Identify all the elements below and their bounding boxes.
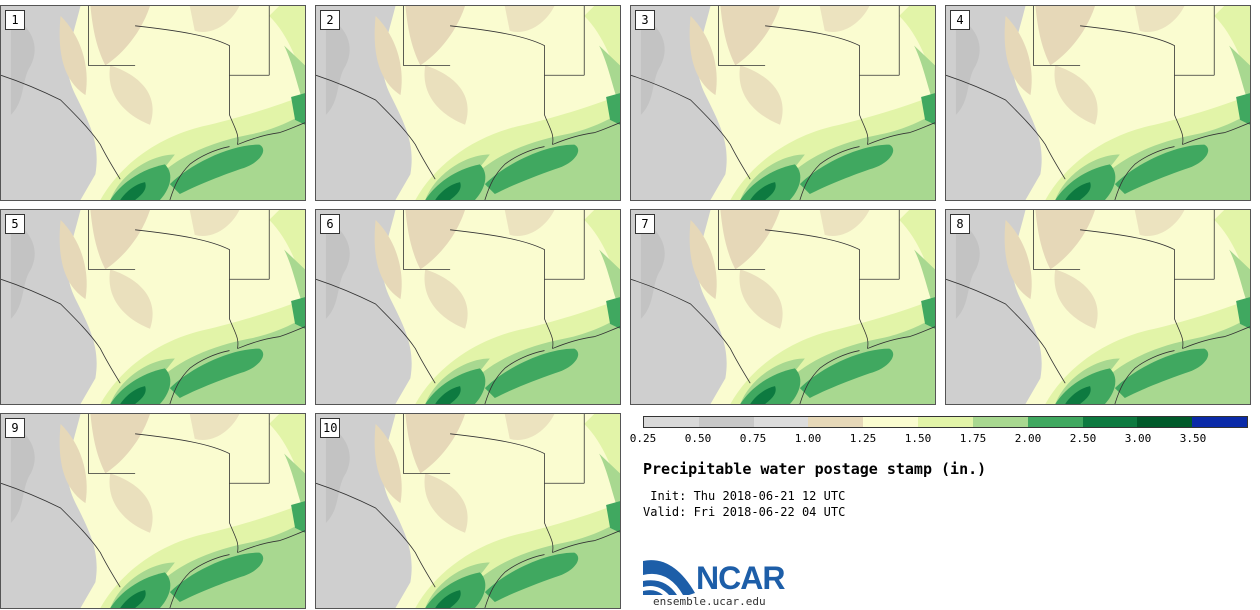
colorbar-tick-label: 2.50 [1069,432,1097,445]
colorbar-tick-label: 1.75 [959,432,987,445]
precip-map [946,6,1250,200]
logo-text: NCAR [696,560,785,596]
stamp-7: 7 [630,209,936,405]
colorbar-segment [1192,417,1247,427]
colorbar-segment [753,417,809,427]
stamp-number-label: 1 [5,10,25,30]
stamp-10: 10 [315,413,621,609]
stamp-number-label: 4 [950,10,970,30]
precip-map [946,210,1250,404]
colorbar-tick-label: 3.00 [1124,432,1152,445]
precip-map [1,414,305,608]
colorbar-labels: 0.25 0.50 0.75 1.00 1.25 1.50 1.75 2.00 2.50 3.00… [630,432,1260,448]
precip-map [631,6,935,200]
stamp-number-label: 9 [5,418,25,438]
stamp-4: 4 [945,5,1251,201]
colorbar-tick-label: 1.25 [849,432,877,445]
stamp-2: 2 [315,5,621,201]
colorbar-segment [1082,417,1138,427]
colorbar-segment [644,417,699,427]
colorbar [643,416,1248,428]
stamp-number-label: 8 [950,214,970,234]
stamp-number-label: 3 [635,10,655,30]
precip-map [1,6,305,200]
colorbar-segment [1137,417,1193,427]
stamp-8: 8 [945,209,1251,405]
stamp-number-label: 10 [320,418,341,438]
precip-map [316,414,620,608]
precip-map [631,210,935,404]
stamp-3: 3 [630,5,936,201]
precip-map [316,210,620,404]
colorbar-segment [1027,417,1083,427]
colorbar-segment [918,417,973,427]
colorbar-tick-label: 0.25 [629,432,657,445]
stamp-number-label: 2 [320,10,340,30]
stamp-1: 1 [0,5,306,201]
colorbar-tick-label: 1.00 [794,432,822,445]
valid-time: Valid: Fri 2018-06-22 04 UTC [643,505,846,519]
colorbar-tick-label: 0.75 [739,432,767,445]
site-url: ensemble.ucar.edu [653,595,766,608]
stamp-5: 5 [0,209,306,405]
page-title: Precipitable water postage stamp (in.) [643,460,987,478]
stamp-number-label: 5 [5,214,25,234]
init-time: Init: Thu 2018-06-21 12 UTC [643,489,846,503]
stamp-number-label: 6 [320,214,340,234]
stamp-9: 9 [0,413,306,609]
colorbar-tick-label: 0.50 [684,432,712,445]
ncar-logo-icon [643,560,695,595]
stamp-6: 6 [315,209,621,405]
colorbar-segment [698,417,754,427]
colorbar-tick-label: 2.00 [1014,432,1042,445]
colorbar-segment [863,417,919,427]
precip-map [316,6,620,200]
precip-map [1,210,305,404]
colorbar-segment [808,417,864,427]
colorbar-tick-label: 3.50 [1179,432,1207,445]
stamp-number-label: 7 [635,214,655,234]
colorbar-tick-label: 1.50 [904,432,932,445]
colorbar-segment [972,417,1028,427]
